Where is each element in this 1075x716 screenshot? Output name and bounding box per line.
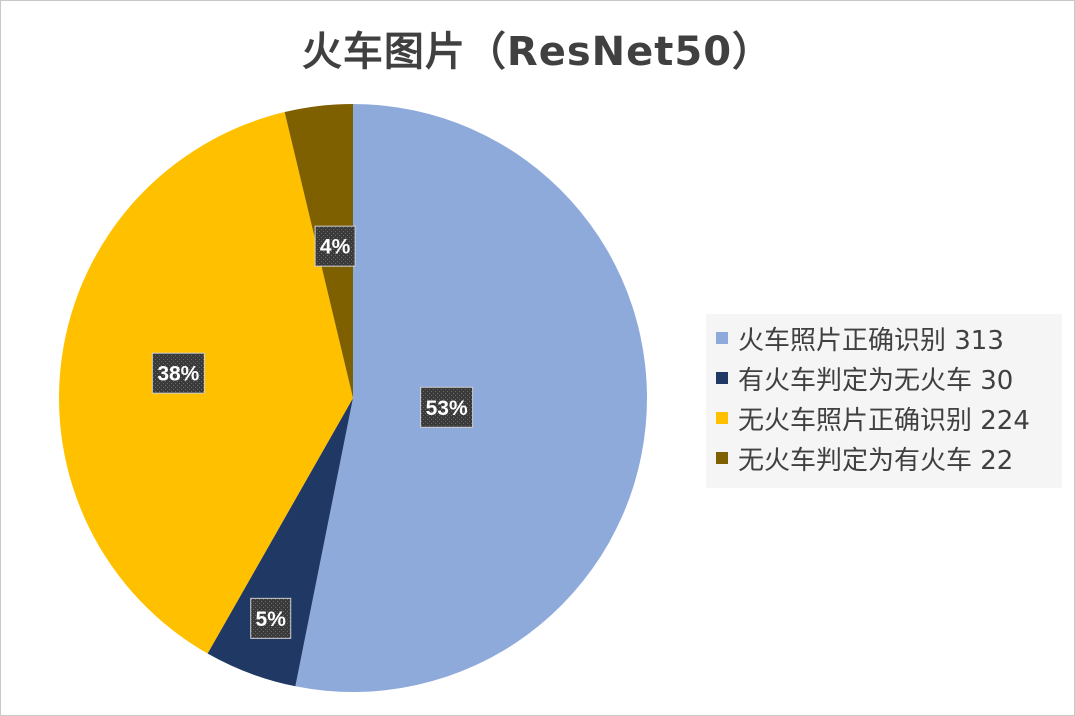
data-label-1: 53%	[420, 386, 474, 428]
legend-item-3: 无火车照片正确识别 224	[706, 398, 1062, 438]
data-label-box	[420, 386, 474, 428]
pie-slice-3	[58, 112, 354, 654]
legend-swatch	[716, 412, 728, 424]
legend-label: 无火车判定为有火车 22	[738, 445, 1014, 476]
data-label-text: 5%	[256, 608, 287, 631]
legend-swatch	[716, 372, 728, 384]
data-label-3: 38%	[151, 352, 205, 394]
pie-slice-2	[207, 398, 353, 687]
legend-item-2: 有火车判定为无火车 30	[706, 358, 1062, 398]
data-label-text: 53%	[426, 397, 468, 420]
legend-swatch	[716, 452, 728, 464]
legend: 火车照片正确识别 313 有火车判定为无火车 30 无火车照片正确识别 224 无火车…	[706, 314, 1062, 488]
legend-swatch	[716, 332, 728, 344]
chart-title: 火车图片（ResNet50）	[301, 29, 774, 75]
legend-item-4: 无火车判定为有火车 22	[706, 438, 1062, 478]
data-label-2: 5%	[250, 597, 292, 639]
data-label-text: 4%	[320, 236, 351, 259]
data-label-box	[314, 225, 356, 267]
data-label-text: 38%	[157, 363, 199, 386]
legend-label: 有火车判定为无火车 30	[738, 365, 1014, 396]
data-label-4: 4%	[314, 225, 356, 267]
legend-item-1: 火车照片正确识别 313	[706, 318, 1062, 358]
data-label-box	[151, 352, 205, 394]
legend-label: 无火车照片正确识别 224	[738, 405, 1030, 436]
data-label-box	[250, 597, 292, 639]
pie-slices	[58, 104, 648, 693]
data-labels: 53% 5% 38% 4%	[151, 225, 474, 639]
legend-label: 火车照片正确识别 313	[738, 325, 1004, 356]
